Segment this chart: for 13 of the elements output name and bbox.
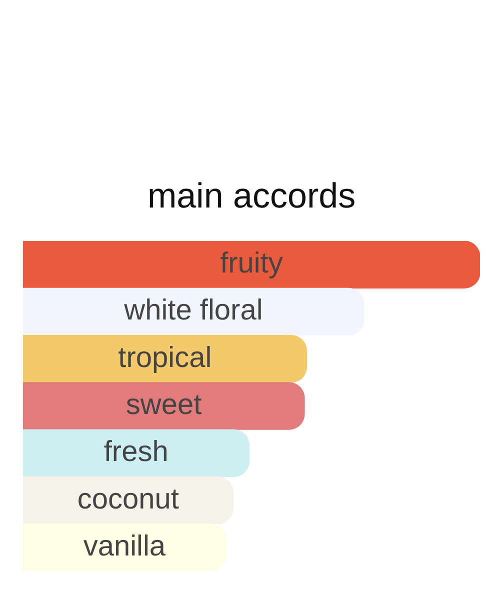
y-tick-label: vanilla bbox=[83, 530, 166, 562]
y-tick-label: coconut bbox=[77, 483, 179, 516]
y-tick-label: sweet bbox=[126, 389, 202, 421]
y-tick-label: fresh bbox=[104, 436, 168, 468]
bar bbox=[23, 334, 308, 383]
y-tick-label: fruity bbox=[220, 248, 284, 280]
bar bbox=[23, 288, 364, 336]
chart-title: main accords bbox=[147, 176, 356, 216]
y-tick-label: tropical bbox=[118, 342, 212, 374]
y-tick-label: white floral bbox=[123, 294, 263, 327]
bar bbox=[23, 382, 305, 430]
bar bbox=[23, 241, 480, 288]
bar bbox=[23, 429, 250, 478]
